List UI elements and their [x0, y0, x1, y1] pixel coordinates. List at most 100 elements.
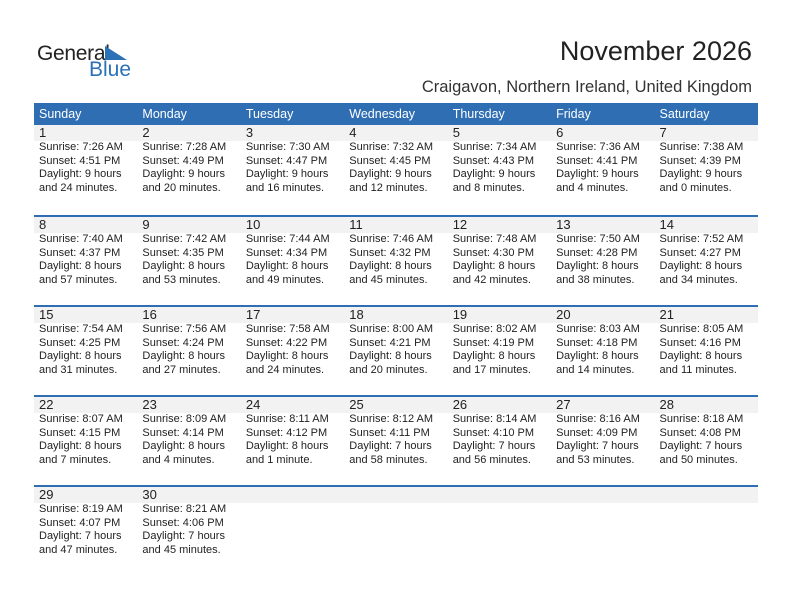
sunrise-text: Sunrise: 7:32 AM — [349, 141, 434, 153]
logo: General Blue — [37, 42, 132, 82]
sunset-text: Sunset: 4:16 PM — [659, 336, 741, 349]
day-cell — [655, 487, 758, 557]
daylight-minutes-text: and 0 minutes. — [659, 181, 732, 194]
daylight-text: Daylight: 7 hours — [659, 440, 743, 452]
daylight-minutes-text: and 20 minutes. — [142, 181, 221, 194]
day-number: 18 — [349, 307, 364, 322]
day-cell: 14 Sunrise: 7:52 AM Sunset: 4:27 PM Dayligh… — [655, 217, 758, 287]
day-cell: 3 Sunrise: 7:30 AM Sunset: 4:47 PM Daylight… — [241, 125, 344, 195]
day-number: 4 — [349, 125, 357, 140]
day-number: 6 — [556, 125, 564, 140]
sunrise-text: Sunrise: 7:42 AM — [142, 233, 227, 245]
daylight-minutes-text: and 11 minutes. — [659, 363, 737, 376]
daylight-minutes-text: and 50 minutes. — [659, 453, 738, 466]
daylight-minutes-text: and 58 minutes. — [349, 453, 428, 466]
sunrise-text: Sunrise: 8:11 AM — [245, 413, 329, 425]
sunrise-text: Sunrise: 7:48 AM — [452, 233, 537, 245]
sunrise-text: Sunrise: 7:46 AM — [349, 233, 434, 245]
daylight-minutes-text: and 45 minutes. — [142, 543, 221, 556]
sunset-text: Sunset: 4:07 PM — [39, 516, 121, 529]
sunrise-text: Sunrise: 7:58 AM — [245, 323, 330, 335]
daylight-text: Daylight: 7 hours — [556, 440, 639, 452]
daylight-text: Daylight: 9 hours — [142, 168, 225, 180]
daylight-text: Daylight: 8 hours — [452, 260, 536, 272]
sunset-text: Sunset: 4:47 PM — [245, 154, 328, 167]
sunset-text: Sunset: 4:15 PM — [39, 426, 121, 439]
weekday-friday: Friday — [556, 107, 591, 121]
day-cell — [344, 487, 447, 557]
weekday-sunday: Sunday — [39, 107, 82, 121]
day-number: 12 — [452, 217, 468, 232]
day-number: 27 — [556, 397, 571, 412]
weekday-saturday: Saturday — [659, 107, 710, 121]
day-cell: 10 Sunrise: 7:44 AM Sunset: 4:34 PM Dayligh… — [241, 217, 344, 287]
daylight-minutes-text: and 47 minutes. — [39, 543, 118, 556]
daylight-text: Daylight: 8 hours — [556, 350, 639, 362]
day-cell: 20 Sunrise: 8:03 AM Sunset: 4:18 PM Dayligh… — [551, 307, 654, 377]
day-cell — [448, 487, 551, 557]
day-number: 9 — [142, 217, 150, 232]
daylight-minutes-text: and 17 minutes. — [452, 363, 531, 376]
daylight-text: Daylight: 7 hours — [452, 440, 536, 452]
sunrise-text: Sunrise: 8:03 AM — [556, 323, 640, 335]
weekday-tuesday: Tuesday — [245, 107, 294, 121]
sunrise-text: Sunrise: 8:19 AM — [39, 503, 123, 515]
daylight-text: Daylight: 8 hours — [349, 350, 432, 362]
day-number: 3 — [245, 125, 254, 140]
week-row: 15 Sunrise: 7:54 AM Sunset: 4:25 PM Dayligh… — [34, 305, 758, 395]
daylight-minutes-text: and 4 minutes. — [142, 453, 215, 466]
daylight-text: Daylight: 8 hours — [142, 350, 225, 362]
daylight-text: Daylight: 8 hours — [142, 260, 225, 272]
day-cell — [241, 487, 344, 557]
sunrise-text: Sunrise: 7:44 AM — [245, 233, 330, 245]
day-cell: 17 Sunrise: 7:58 AM Sunset: 4:22 PM Dayligh… — [241, 307, 344, 377]
day-number-band — [34, 125, 758, 141]
daylight-minutes-text: and 45 minutes. — [349, 273, 428, 286]
daylight-text: Daylight: 7 hours — [349, 440, 432, 452]
sunrise-text: Sunrise: 7:28 AM — [142, 141, 227, 153]
daylight-text: Daylight: 8 hours — [39, 350, 122, 362]
daylight-text: Daylight: 8 hours — [245, 440, 329, 452]
daylight-text: Daylight: 9 hours — [659, 168, 743, 180]
sunset-text: Sunset: 4:22 PM — [245, 336, 328, 349]
day-cell: 12 Sunrise: 7:48 AM Sunset: 4:30 PM Dayligh… — [448, 217, 551, 287]
daylight-minutes-text: and 53 minutes. — [142, 273, 221, 286]
sunset-text: Sunset: 4:08 PM — [659, 426, 741, 439]
sunset-text: Sunset: 4:14 PM — [142, 426, 224, 439]
day-number: 2 — [142, 125, 150, 140]
daylight-text: Daylight: 9 hours — [452, 168, 536, 180]
daylight-minutes-text: and 27 minutes. — [142, 363, 221, 376]
sunset-text: Sunset: 4:32 PM — [349, 246, 431, 259]
sunset-text: Sunset: 4:34 PM — [245, 246, 328, 259]
logo-triangle-icon — [105, 46, 127, 60]
sunset-text: Sunset: 4:41 PM — [556, 154, 638, 167]
daylight-text: Daylight: 8 hours — [39, 260, 122, 272]
day-number: 28 — [659, 397, 674, 412]
day-cell: 6 Sunrise: 7:36 AM Sunset: 4:41 PM Daylight… — [551, 125, 654, 195]
sunrise-text: Sunrise: 7:56 AM — [142, 323, 227, 335]
sunset-text: Sunset: 4:18 PM — [556, 336, 638, 349]
sunset-text: Sunset: 4:49 PM — [142, 154, 224, 167]
day-cell: 29 Sunrise: 8:19 AM Sunset: 4:07 PM Dayligh… — [34, 487, 137, 557]
day-number: 11 — [349, 217, 363, 232]
sunset-text: Sunset: 4:21 PM — [349, 336, 431, 349]
sunset-text: Sunset: 4:25 PM — [39, 336, 121, 349]
day-cell: 21 Sunrise: 8:05 AM Sunset: 4:16 PM Dayligh… — [655, 307, 758, 377]
day-cell: 2 Sunrise: 7:28 AM Sunset: 4:49 PM Daylight… — [137, 125, 240, 195]
weekday-monday: Monday — [142, 107, 187, 121]
daylight-text: Daylight: 8 hours — [659, 350, 743, 362]
daylight-minutes-text: and 34 minutes. — [659, 273, 738, 286]
day-number-band — [34, 397, 758, 413]
sunrise-text: Sunrise: 7:26 AM — [39, 141, 123, 153]
sunset-text: Sunset: 4:43 PM — [452, 154, 535, 167]
sunset-text: Sunset: 4:28 PM — [556, 246, 638, 259]
daylight-text: Daylight: 8 hours — [245, 260, 329, 272]
sunrise-text: Sunrise: 8:00 AM — [349, 323, 434, 335]
day-cell: 1 Sunrise: 7:26 AM Sunset: 4:51 PM Daylight… — [34, 125, 137, 195]
daylight-minutes-text: and 31 minutes. — [39, 363, 118, 376]
page-title: November 2026 — [559, 36, 752, 66]
sunrise-text: Sunrise: 7:50 AM — [556, 233, 640, 245]
day-cell: 23 Sunrise: 8:09 AM Sunset: 4:14 PM Dayligh… — [137, 397, 240, 467]
day-number-band — [34, 217, 758, 233]
day-number: 13 — [556, 217, 571, 232]
